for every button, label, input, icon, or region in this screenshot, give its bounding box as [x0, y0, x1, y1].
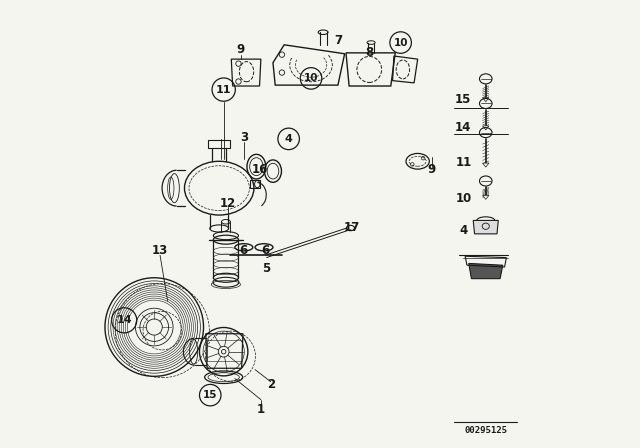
Polygon shape — [483, 126, 489, 130]
Polygon shape — [483, 195, 489, 199]
Bar — [208, 140, 230, 148]
Text: 9: 9 — [237, 43, 245, 56]
Text: 17: 17 — [343, 221, 360, 234]
Text: 13: 13 — [152, 244, 168, 258]
Text: 7: 7 — [334, 34, 342, 47]
Text: 1: 1 — [257, 403, 265, 417]
Text: 4: 4 — [285, 134, 292, 144]
Text: 10: 10 — [304, 73, 318, 83]
Text: 6: 6 — [261, 244, 269, 258]
Text: 5: 5 — [262, 262, 270, 276]
Text: 4: 4 — [460, 224, 467, 237]
Text: 2: 2 — [267, 378, 275, 391]
Polygon shape — [206, 340, 207, 361]
Text: 11: 11 — [216, 85, 232, 95]
Text: 9: 9 — [428, 163, 436, 176]
Text: 8: 8 — [365, 46, 373, 60]
Text: 15: 15 — [203, 390, 218, 400]
Text: 14: 14 — [455, 121, 472, 134]
Text: 00295125: 00295125 — [464, 426, 508, 435]
Text: 14: 14 — [116, 315, 132, 325]
Text: 10: 10 — [394, 38, 408, 47]
Polygon shape — [468, 263, 503, 279]
Text: 12: 12 — [220, 197, 236, 211]
Polygon shape — [483, 98, 489, 102]
Text: 15: 15 — [455, 93, 472, 106]
Text: 16: 16 — [252, 163, 268, 176]
Polygon shape — [483, 163, 489, 167]
Text: 6: 6 — [240, 244, 248, 258]
Polygon shape — [473, 220, 499, 234]
Text: 11: 11 — [455, 155, 472, 169]
Text: 3: 3 — [240, 131, 248, 144]
Text: 10: 10 — [455, 191, 472, 205]
